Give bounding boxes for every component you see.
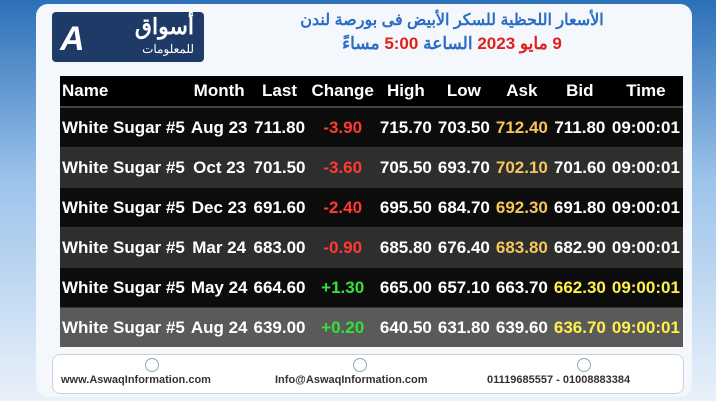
table-cell: 636.70 [550, 307, 609, 347]
table-cell: 701.50 [250, 147, 309, 188]
table-cell: 701.60 [550, 147, 609, 188]
phone-icon [577, 358, 591, 372]
table-cell: -3.60 [308, 147, 377, 188]
table-cell: 664.60 [250, 267, 309, 308]
table-row: White Sugar #5 Dec 23 691.60 -2.40 695.50 684… [60, 187, 683, 228]
column-header: Ask [492, 76, 551, 108]
table-cell: 09:00:01 [608, 307, 683, 347]
phones: 01119685557 - 01008883384 [487, 374, 631, 386]
logo-subtitle: للمعلومات [142, 42, 194, 56]
table-cell: 711.80 [250, 106, 309, 148]
title: الأسعار اللحظية للسكر الأبيض فى بورصة لن… [300, 12, 604, 29]
table-cell: 676.40 [434, 227, 493, 268]
column-header: High [376, 76, 435, 108]
column-header: Change [308, 76, 377, 108]
table-cell: 691.60 [250, 187, 309, 228]
column-header: Name [60, 76, 188, 108]
header-row: Name Month Last Change High Low Ask Bid Time [60, 76, 683, 108]
column-header: Low [434, 76, 493, 108]
table-row: White Sugar #5 Aug 24 639.00 +0.20 640.50 631… [60, 307, 683, 347]
table-cell: White Sugar #5 [60, 227, 188, 268]
table-cell: 712.40 [492, 106, 551, 148]
column-header: Bid [550, 76, 609, 108]
table-cell: 639.60 [492, 307, 551, 347]
table-body: White Sugar #5 Aug 23 711.80 -3.90 715.70 703… [60, 106, 683, 347]
table-cell: 684.70 [434, 187, 493, 228]
column-header: Month [187, 76, 251, 108]
table-cell: White Sugar #5 [60, 106, 188, 148]
table-cell: Oct 23 [187, 147, 251, 188]
table-cell: Dec 23 [187, 187, 251, 228]
time-word: الساعة [423, 34, 473, 53]
logo: A أسواق للمعلومات [52, 12, 204, 62]
subtitle: 9 مايو 2023 الساعة 5:00 مساءً [232, 34, 672, 54]
mail-icon [353, 358, 367, 372]
table-cell: 639.00 [250, 307, 309, 347]
table-cell: 703.50 [434, 106, 493, 148]
table-cell: 715.70 [376, 106, 435, 148]
table-cell: -2.40 [308, 187, 377, 228]
website: www.AswaqInformation.com [61, 374, 211, 386]
table-cell: 09:00:01 [608, 187, 683, 228]
table-row: White Sugar #5 May 24 664.60 +1.30 665.00 657… [60, 267, 683, 308]
table-cell: 682.90 [550, 227, 609, 268]
title-block: الأسعار اللحظية للسكر الأبيض فى بورصة لن… [232, 10, 672, 54]
table-cell: 09:00:01 [608, 267, 683, 308]
footer: www.AswaqInformation.com Info@AswaqInfor… [52, 354, 684, 394]
table-cell: 695.50 [376, 187, 435, 228]
table-row: White Sugar #5 Mar 24 683.00 -0.90 685.80 676… [60, 227, 683, 268]
table-cell: 683.00 [250, 227, 309, 268]
column-header: Last [250, 76, 309, 108]
web-icon [145, 358, 159, 372]
table-head: Name Month Last Change High Low Ask Bid Time [60, 76, 683, 108]
table-cell: 665.00 [376, 267, 435, 308]
table-cell: 662.30 [550, 267, 609, 308]
table-cell: 09:00:01 [608, 227, 683, 268]
table-cell: White Sugar #5 [60, 267, 188, 308]
table-cell: 705.50 [376, 147, 435, 188]
email: Info@AswaqInformation.com [275, 374, 428, 386]
table-cell: White Sugar #5 [60, 307, 188, 347]
table-cell: 693.70 [434, 147, 493, 188]
table-cell: 663.70 [492, 267, 551, 308]
time: 5:00 [384, 34, 419, 53]
table-cell: Mar 24 [187, 227, 251, 268]
table-cell: 702.10 [492, 147, 551, 188]
column-header: Time [608, 76, 683, 108]
table-cell: 711.80 [550, 106, 609, 148]
table-cell: 09:00:01 [608, 106, 683, 148]
table-cell: Aug 23 [187, 106, 251, 148]
table-row: White Sugar #5 Aug 23 711.80 -3.90 715.70 703… [60, 106, 683, 148]
table-cell: -3.90 [308, 106, 377, 148]
table-cell: Aug 24 [187, 307, 251, 347]
table-cell: May 24 [187, 267, 251, 308]
table-cell: +1.30 [308, 267, 377, 308]
table-cell: 640.50 [376, 307, 435, 347]
table-cell: 691.80 [550, 187, 609, 228]
table-cell: -0.90 [308, 227, 377, 268]
date: 9 مايو 2023 [477, 34, 562, 53]
table-cell: 683.80 [492, 227, 551, 268]
table-cell: +0.20 [308, 307, 377, 347]
period: مساءً [342, 34, 380, 53]
table-cell: 657.10 [434, 267, 493, 308]
table-row: White Sugar #5 Oct 23 701.50 -3.60 705.50 693… [60, 147, 683, 188]
table-cell: 685.80 [376, 227, 435, 268]
table-cell: 692.30 [492, 187, 551, 228]
logo-mark: A [60, 20, 85, 58]
table-cell: 09:00:01 [608, 147, 683, 188]
logo-title: أسواق [134, 14, 194, 39]
table-cell: 631.80 [434, 307, 493, 347]
table-cell: White Sugar #5 [60, 147, 188, 188]
table-cell: White Sugar #5 [60, 187, 188, 228]
price-table: Name Month Last Change High Low Ask Bid Time Whit… [60, 76, 683, 347]
